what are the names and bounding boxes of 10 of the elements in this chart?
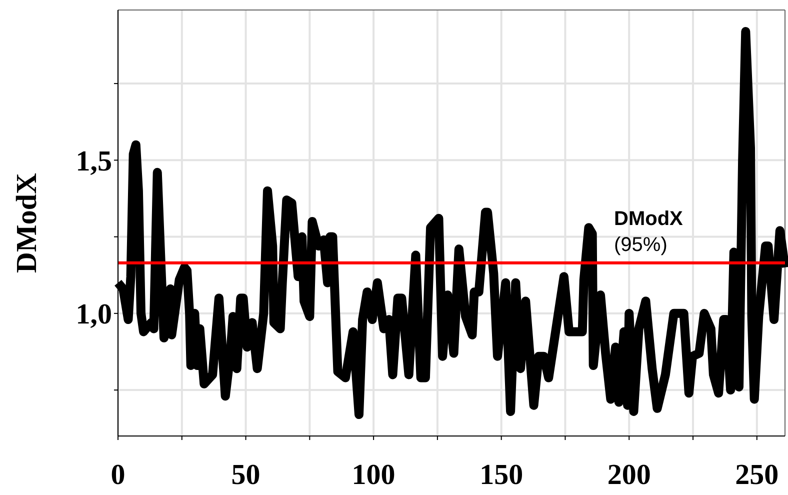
x-tick-label: 250: [735, 459, 779, 491]
y-axis-title: DModX: [11, 173, 43, 273]
x-tick-label: 50: [231, 459, 260, 491]
x-tick-label: 0: [110, 459, 126, 491]
y-tick-label: 1,5: [76, 145, 112, 178]
ref-line-label: DModX (95%): [614, 208, 684, 256]
y-tick-label: 1,0: [76, 298, 112, 331]
x-tick-label: 100: [352, 459, 396, 491]
x-tick-label: 200: [607, 459, 651, 491]
x-tick-label: 150: [480, 459, 524, 491]
